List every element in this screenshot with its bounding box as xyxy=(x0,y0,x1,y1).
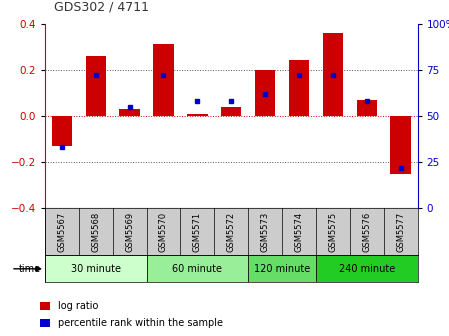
Text: 30 minute: 30 minute xyxy=(71,264,121,274)
Text: 60 minute: 60 minute xyxy=(172,264,222,274)
Text: GSM5569: GSM5569 xyxy=(125,212,134,252)
Bar xyxy=(52,116,72,146)
Text: 120 minute: 120 minute xyxy=(254,264,310,274)
Text: GSM5570: GSM5570 xyxy=(159,212,168,252)
Bar xyxy=(119,109,140,116)
Text: GSM5577: GSM5577 xyxy=(396,212,405,252)
Text: time: time xyxy=(18,264,40,274)
Text: percentile rank within the sample: percentile rank within the sample xyxy=(58,318,223,328)
Text: GSM5571: GSM5571 xyxy=(193,212,202,252)
Text: 240 minute: 240 minute xyxy=(339,264,395,274)
Bar xyxy=(153,44,174,116)
Bar xyxy=(187,114,207,116)
Bar xyxy=(86,56,106,116)
Bar xyxy=(289,60,309,116)
Text: GDS302 / 4711: GDS302 / 4711 xyxy=(54,0,149,13)
Bar xyxy=(323,33,343,116)
Bar xyxy=(357,100,377,116)
Bar xyxy=(221,107,242,116)
Bar xyxy=(316,255,418,282)
Text: GSM5567: GSM5567 xyxy=(57,212,66,252)
Bar xyxy=(391,116,411,174)
Text: log ratio: log ratio xyxy=(58,301,99,311)
Bar xyxy=(255,70,275,116)
Text: GSM5568: GSM5568 xyxy=(91,212,100,252)
Text: GSM5573: GSM5573 xyxy=(260,212,269,252)
Bar xyxy=(146,255,248,282)
Bar xyxy=(248,255,316,282)
Text: GSM5574: GSM5574 xyxy=(295,212,304,252)
Text: GSM5572: GSM5572 xyxy=(227,212,236,252)
Text: GSM5576: GSM5576 xyxy=(362,212,371,252)
Bar xyxy=(45,255,146,282)
Text: GSM5575: GSM5575 xyxy=(328,212,337,252)
